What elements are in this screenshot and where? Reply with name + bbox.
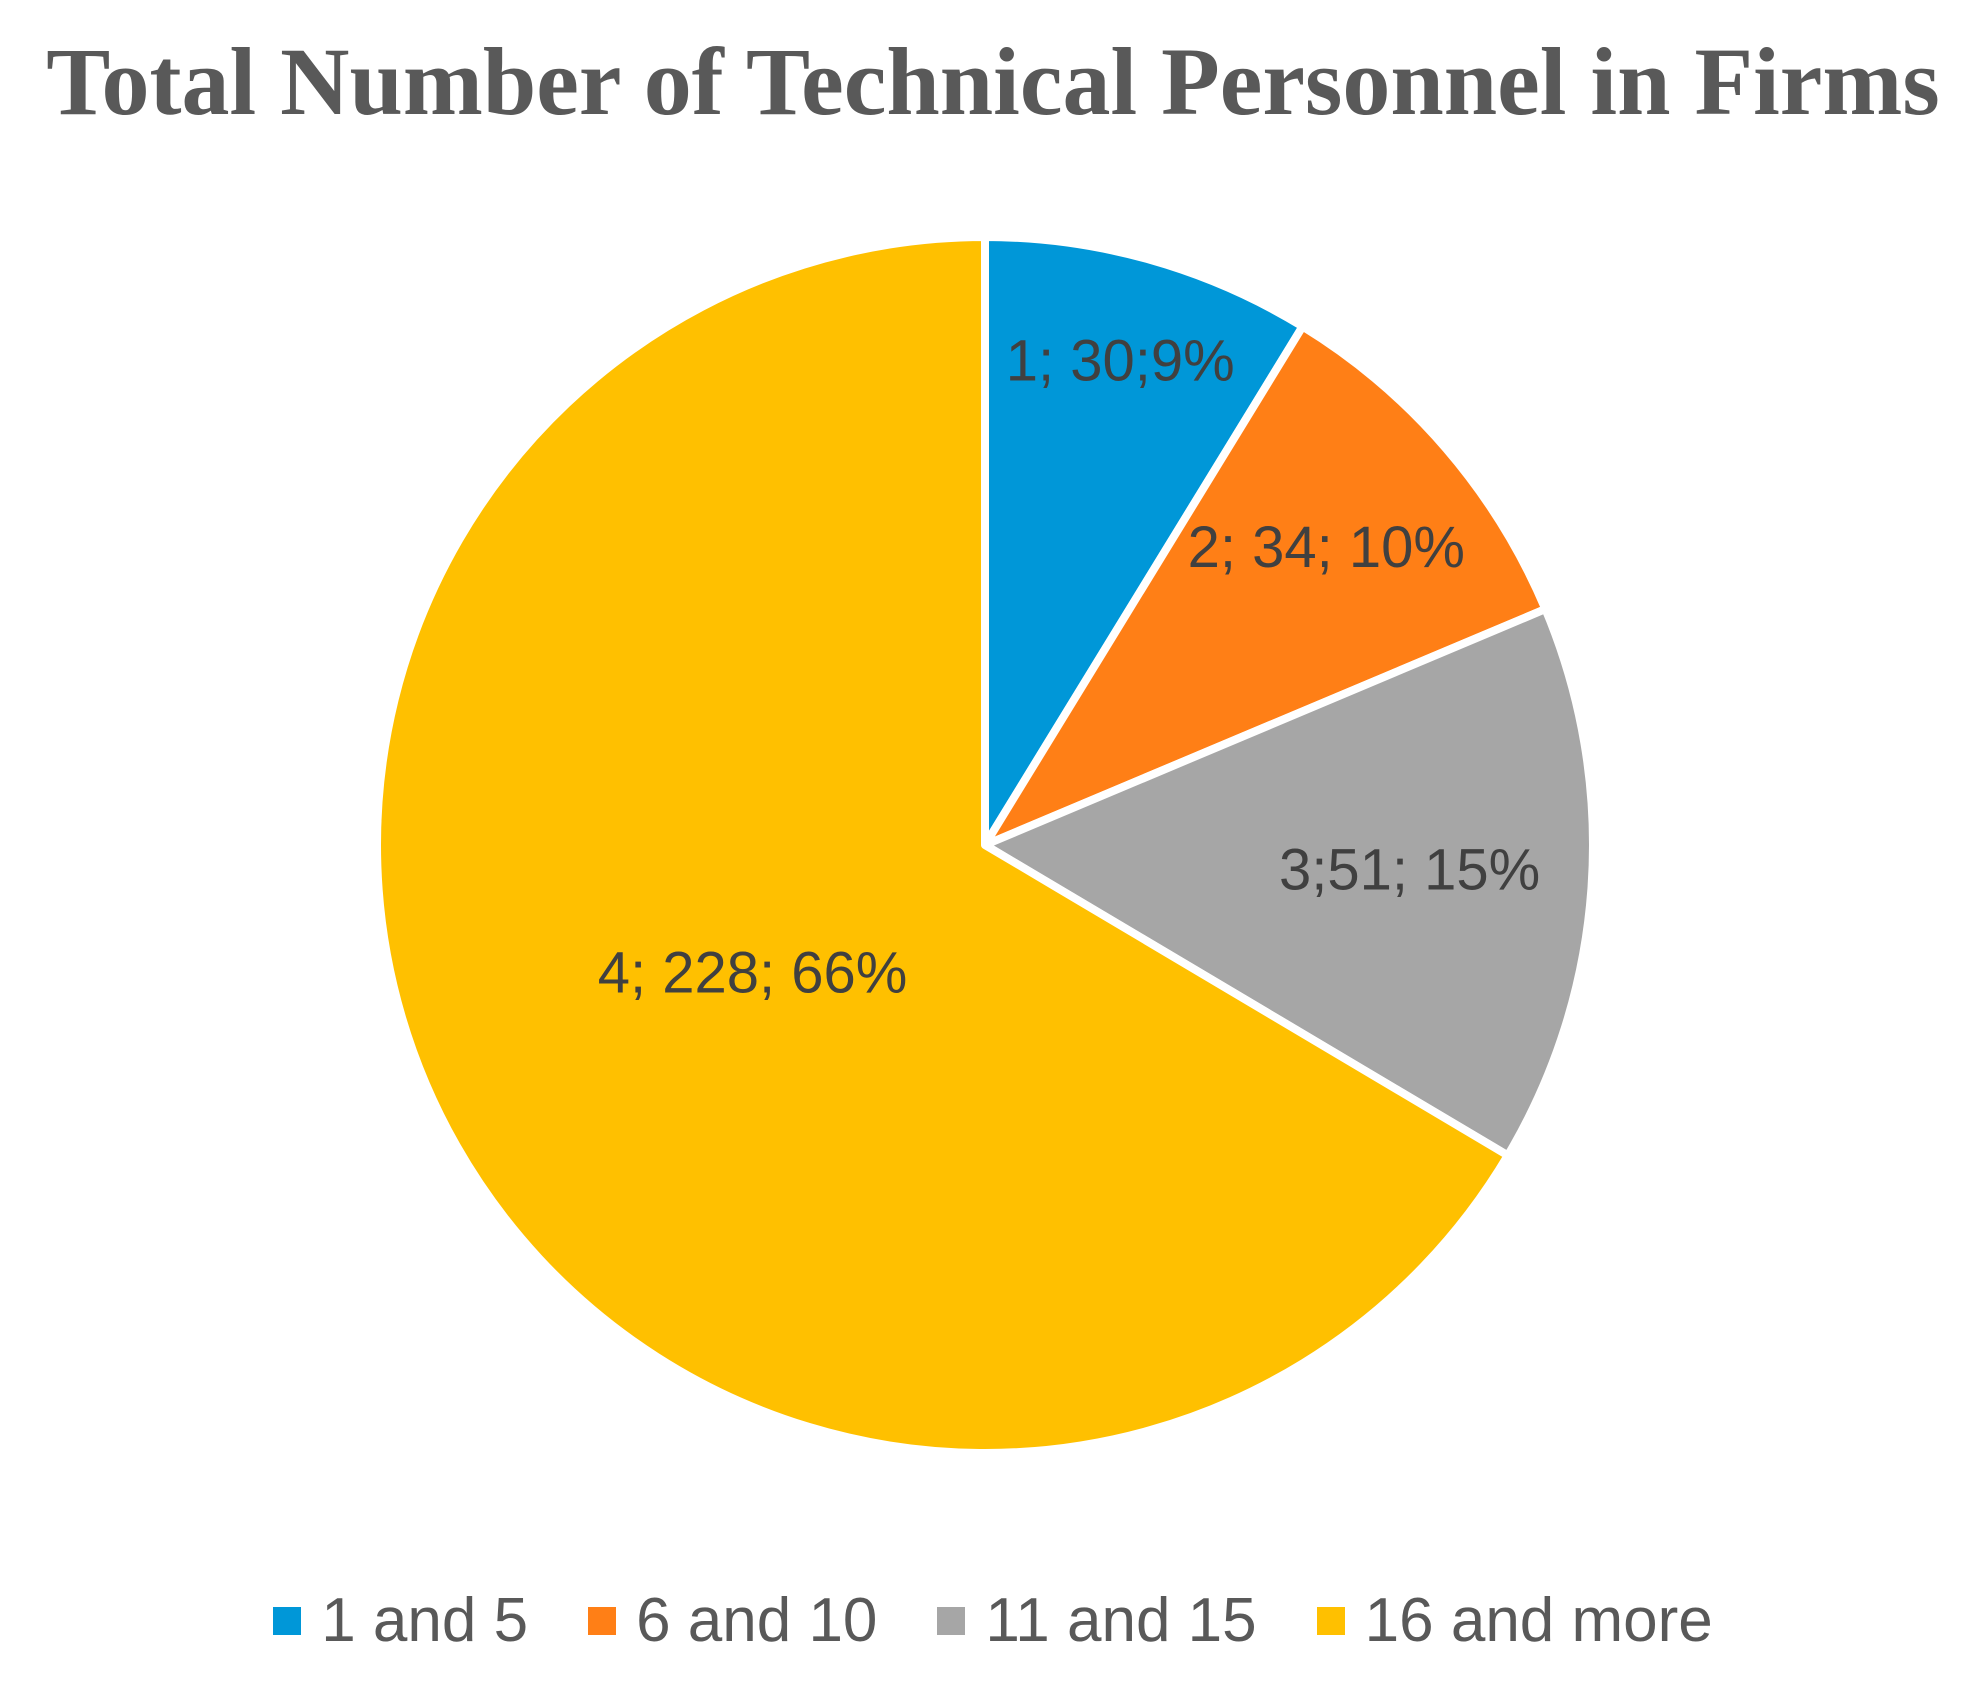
legend-label: 1 and 5	[321, 1586, 529, 1655]
slice-data-label-3: 3;51; 15%	[1279, 838, 1540, 903]
legend-swatch	[937, 1606, 966, 1635]
legend-item-16-and-more: 16 and more	[1316, 1585, 1713, 1656]
pie-slice-4	[373, 233, 1512, 1457]
legend-label: 16 and more	[1364, 1586, 1713, 1655]
pie-slice-1	[981, 233, 1307, 849]
legend-label: 11 and 15	[985, 1586, 1257, 1655]
legend-swatch	[588, 1606, 617, 1635]
pie-chart: 1; 30;9% 2; 34; 10% 3;51; 15% 4; 228; 66%	[373, 233, 1597, 1457]
slice-data-label-4: 4; 228; 66%	[598, 941, 908, 1006]
chart-legend: 1 and 5 6 and 10 11 and 15 16 and more	[0, 1585, 1986, 1656]
legend-item-6-and-10: 6 and 10	[588, 1585, 877, 1656]
legend-item-11-and-15: 11 and 15	[937, 1585, 1257, 1656]
legend-swatch	[273, 1606, 302, 1635]
legend-label: 6 and 10	[636, 1586, 878, 1655]
slice-data-label-2: 2; 34; 10%	[1188, 515, 1465, 580]
pie-slice-3	[981, 605, 1597, 1160]
chart-title: Total Number of Technical Personnel in F…	[46, 28, 1940, 135]
slice-data-label-1: 1; 30;9%	[1006, 328, 1235, 393]
legend-swatch	[1316, 1606, 1345, 1635]
pie-slice-2	[981, 322, 1550, 849]
legend-item-1-and-5: 1 and 5	[273, 1585, 528, 1656]
